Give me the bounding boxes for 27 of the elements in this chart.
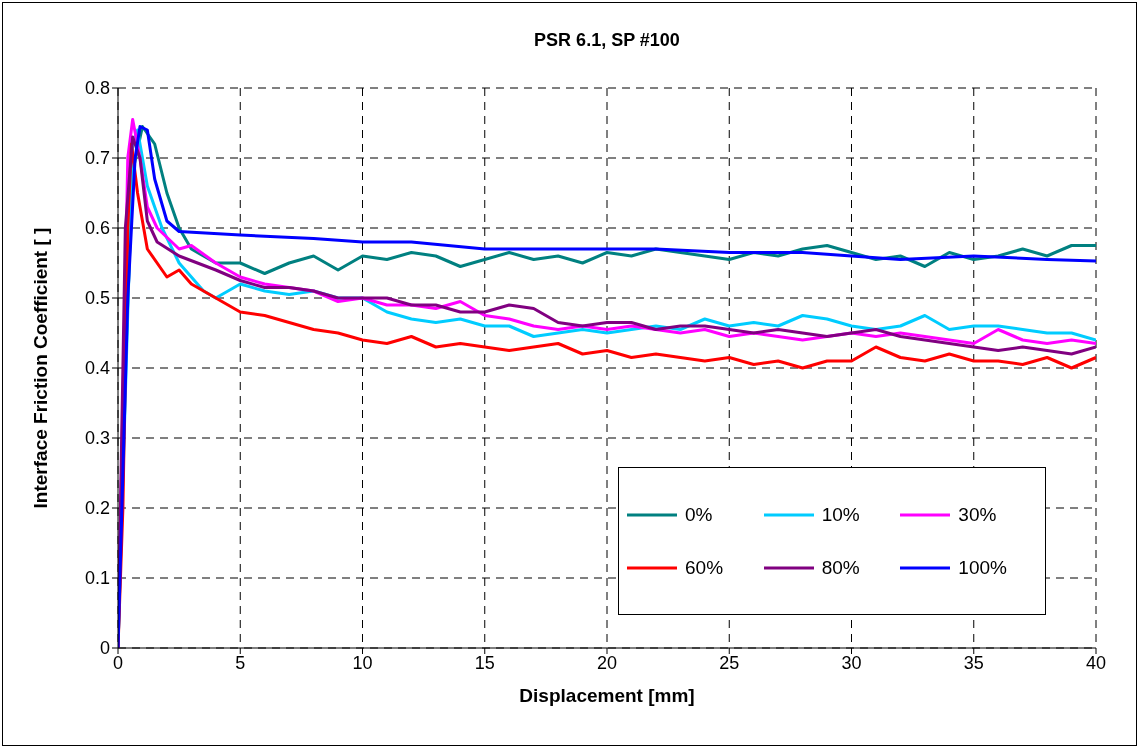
legend-label: 100% [958,556,1007,579]
y-tick-label: 0.8 [84,78,110,99]
y-tick-label: 0 [99,638,110,659]
legend-label: 60% [685,556,724,579]
x-tick-label: 0 [112,652,124,673]
y-tick-label: 0.5 [84,288,110,309]
chart-title: PSR 6.1, SP #100 [533,30,681,51]
x-tick-label: 10 [352,652,373,673]
y-tick-label: 0.2 [84,498,110,519]
x-tick-label: 5 [235,652,246,673]
legend-label: 30% [958,503,997,526]
x-tick-label: 15 [474,652,495,673]
x-tick-label: 40 [1085,652,1107,673]
y-tick-label: 0.7 [84,148,110,169]
x-tick-label: 25 [719,652,740,673]
y-tick-label: 0.4 [84,358,110,379]
y-tick-label: 0.1 [84,568,110,589]
x-tick-label: 20 [596,652,618,673]
legend-label: 80% [821,556,860,579]
x-tick-label: 35 [963,652,984,673]
y-tick-label: 0.3 [84,428,110,449]
x-axis-title: Displacement [mm] [519,685,695,706]
x-tick-label: 30 [841,652,862,673]
legend-label: 0% [685,503,713,526]
y-axis-title: Interface Friction Coefficient [ ] [29,227,51,509]
y-tick-label: 0.6 [84,218,110,239]
legend-label: 10% [821,503,860,526]
